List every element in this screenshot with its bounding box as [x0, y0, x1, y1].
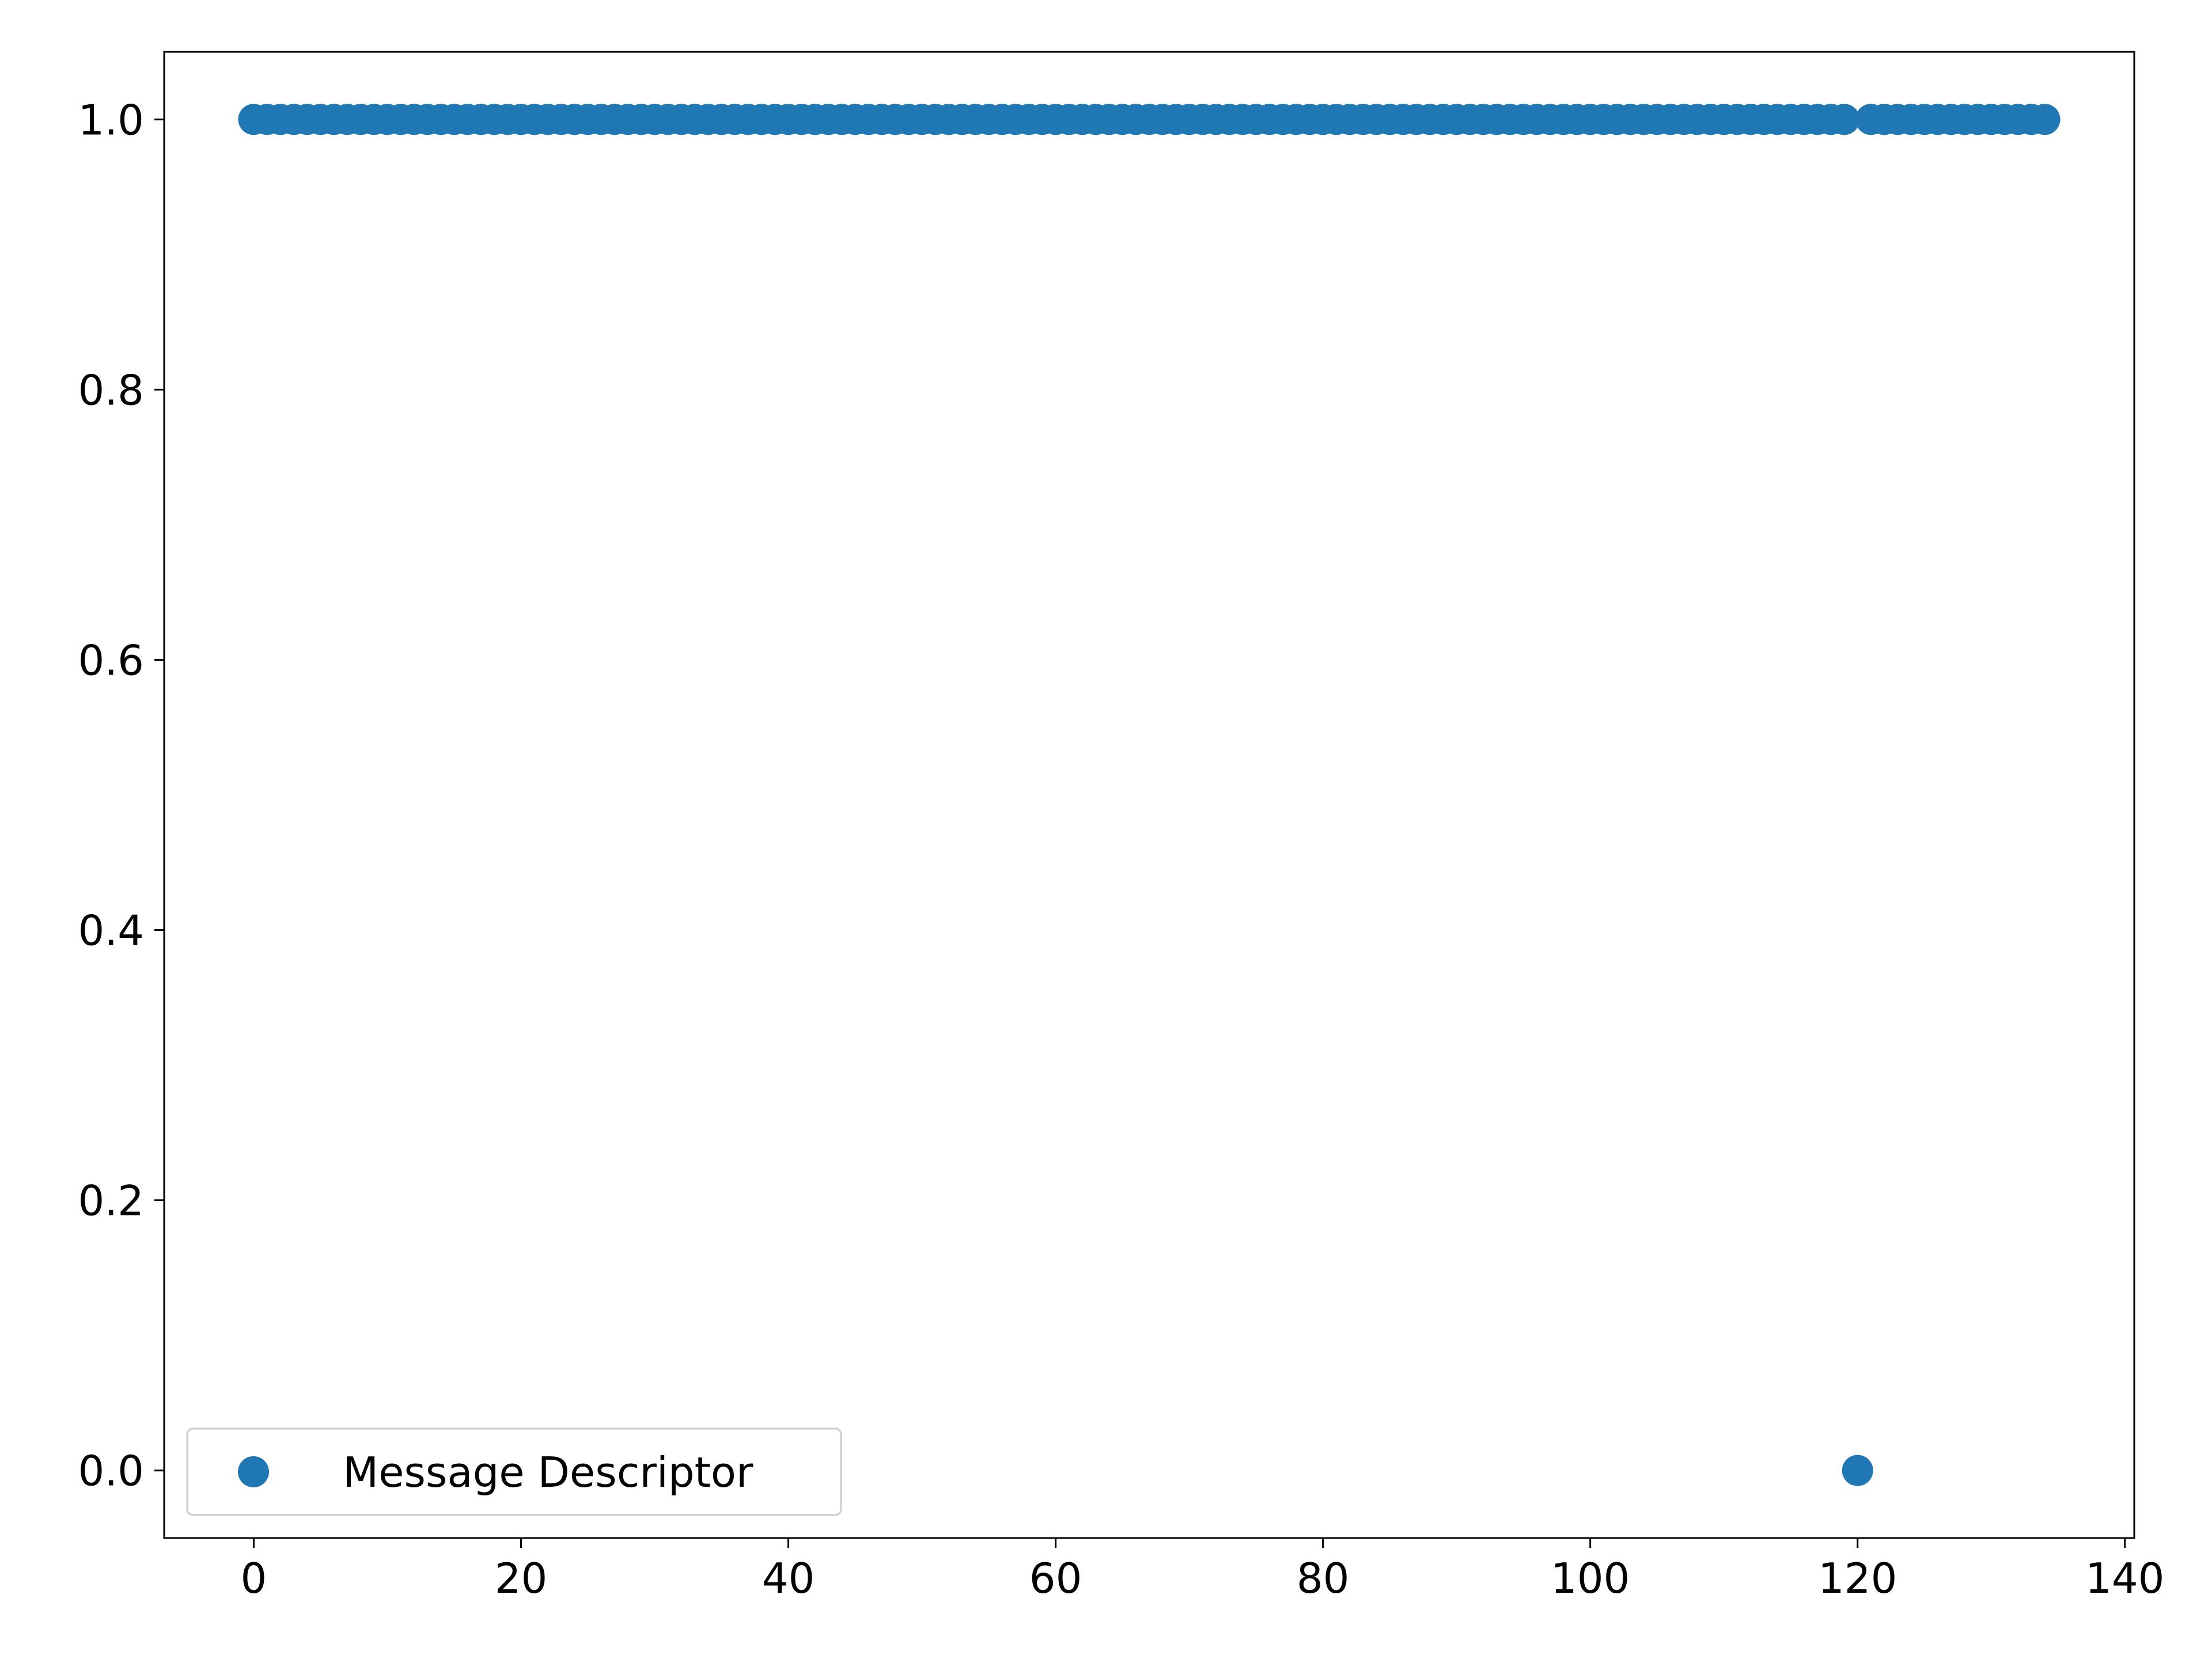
data-point — [1842, 1455, 1873, 1486]
x-tick-label: 60 — [1029, 1554, 1082, 1603]
data-point — [1828, 104, 1860, 135]
legend-label-message-descriptor: Message Descriptor — [343, 1448, 753, 1497]
x-tick-label: 40 — [762, 1554, 815, 1603]
axes-background — [164, 52, 2134, 1538]
x-tick-label: 80 — [1297, 1554, 1350, 1603]
y-tick-label: 0.0 — [78, 1447, 144, 1495]
data-point — [2029, 104, 2061, 135]
x-tick-label: 20 — [495, 1554, 548, 1603]
x-tick-label: 100 — [1551, 1554, 1630, 1603]
y-tick-label: 0.8 — [78, 366, 144, 414]
axes-layer — [163, 51, 2135, 1539]
legend: Message Descriptor — [186, 1427, 842, 1516]
y-tick-label: 1.0 — [78, 96, 144, 144]
data-points-layer — [238, 104, 2061, 1486]
y-tick-label: 0.2 — [78, 1177, 144, 1225]
axes-frame — [163, 51, 2135, 1539]
x-tick-label: 140 — [2085, 1554, 2164, 1603]
y-tick-label: 0.4 — [78, 907, 144, 955]
x-tick-label: 120 — [1818, 1554, 1897, 1603]
legend-box — [186, 1427, 842, 1516]
legend-marker-message-descriptor — [238, 1456, 269, 1487]
plot-area — [164, 52, 2134, 1538]
x-tick-label: 0 — [241, 1554, 267, 1603]
y-tick-label: 0.6 — [78, 636, 144, 684]
ticks-layer: 0 20 40 60 80 100 120 140 0.0 0.2 0.4 0.6 0.8 1.0 — [78, 96, 2164, 1603]
